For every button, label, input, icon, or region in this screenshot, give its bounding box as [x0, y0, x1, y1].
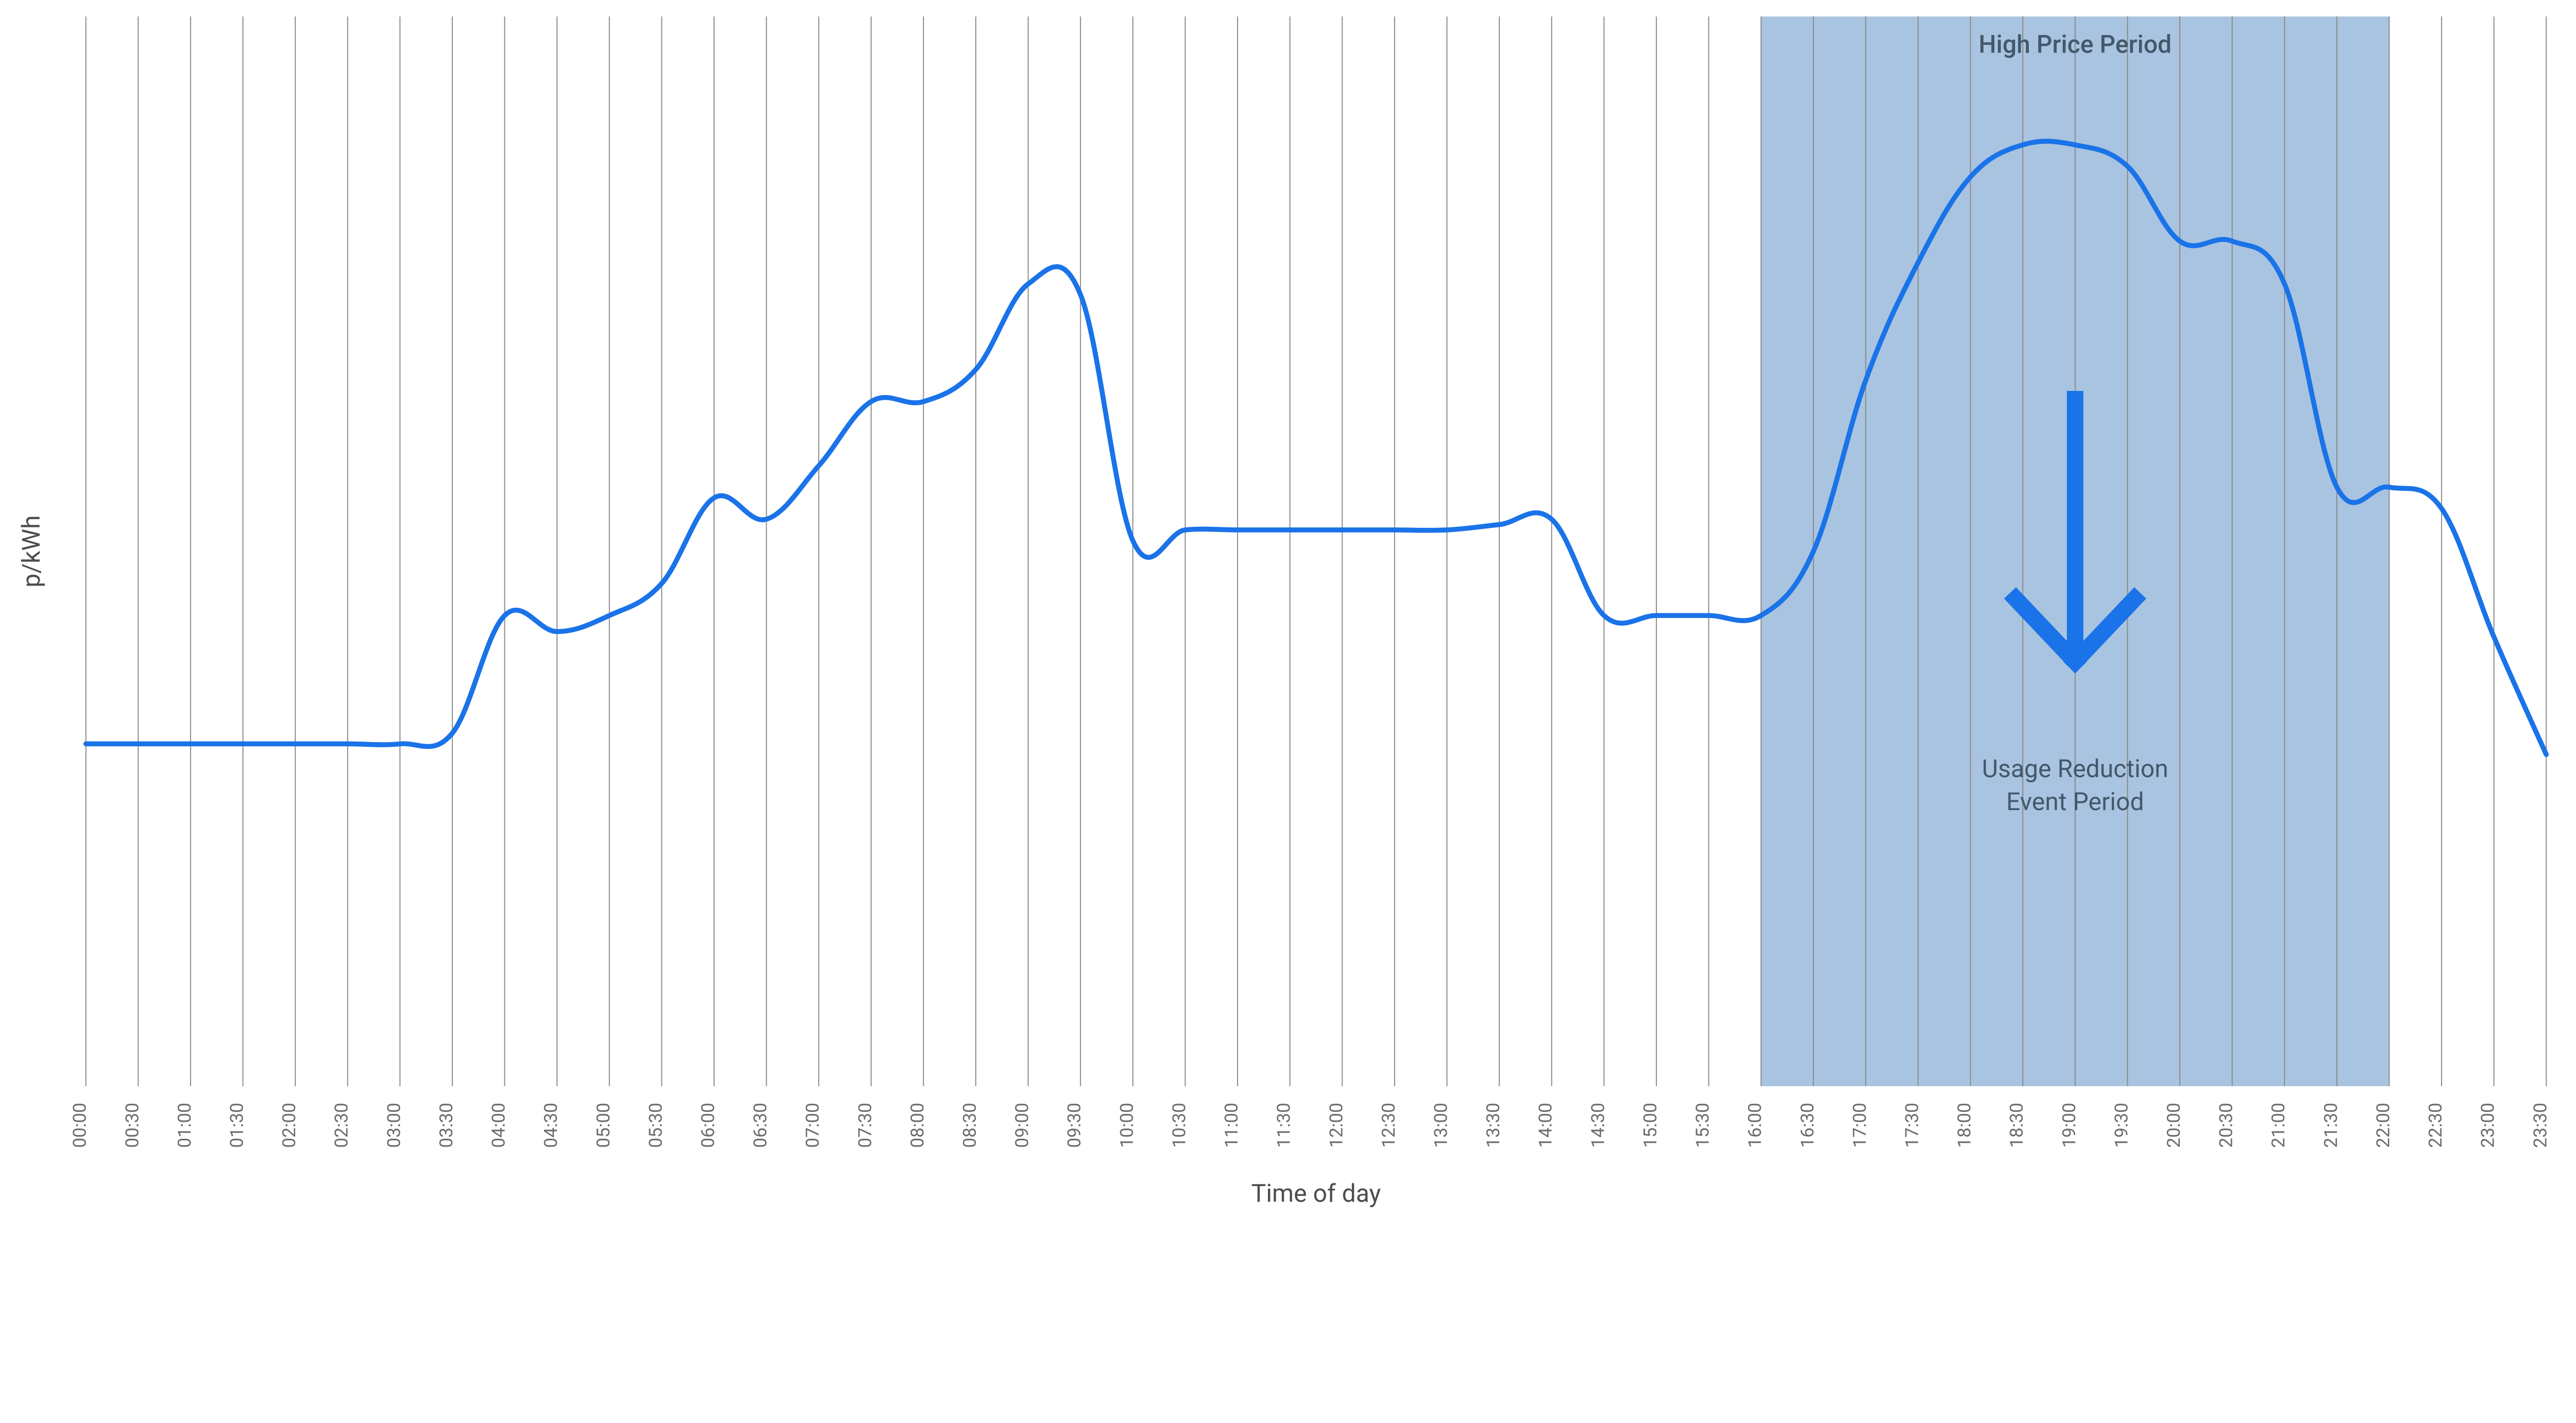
- x-tick-label: 03:00: [383, 1103, 404, 1148]
- x-tick-label: 12:30: [1378, 1103, 1399, 1148]
- x-tick-label: 02:00: [278, 1103, 300, 1148]
- x-tick-label: 15:30: [1692, 1103, 1714, 1148]
- x-tick-label: 19:30: [2110, 1103, 2132, 1148]
- x-tick-label: 22:00: [2372, 1103, 2394, 1148]
- x-tick-label: 18:30: [2006, 1103, 2027, 1148]
- x-tick-label: 17:00: [1849, 1103, 1870, 1148]
- x-tick-label: 21:00: [2267, 1103, 2289, 1148]
- x-tick-label: 19:00: [2058, 1103, 2080, 1148]
- highlight-title: High Price Period: [1978, 30, 2172, 59]
- x-tick-label: 23:30: [2529, 1103, 2551, 1148]
- x-tick-label: 01:30: [226, 1103, 248, 1148]
- x-tick-label: 20:00: [2163, 1103, 2184, 1148]
- x-tick-label: 22:30: [2425, 1103, 2446, 1148]
- x-tick-label: 12:00: [1325, 1103, 1347, 1148]
- x-tick-label: 14:30: [1587, 1103, 1608, 1148]
- x-tick-label: 10:30: [1168, 1103, 1190, 1148]
- x-tick-label: 05:00: [592, 1103, 614, 1148]
- x-tick-label: 09:30: [1063, 1103, 1085, 1148]
- x-tick-label: 00:00: [69, 1103, 91, 1148]
- x-axis-label: Time of day: [1251, 1178, 1381, 1208]
- x-tick-label: 13:00: [1430, 1103, 1452, 1148]
- x-tick-label: 11:00: [1221, 1103, 1242, 1148]
- x-tick-label: 04:00: [488, 1103, 510, 1148]
- x-tick-label: 14:00: [1535, 1103, 1556, 1148]
- x-tick-label: 08:30: [959, 1103, 980, 1148]
- x-tick-label: 23:00: [2477, 1103, 2499, 1148]
- x-tick-label: 06:30: [750, 1103, 771, 1148]
- price-chart-svg: 00:00 00:30 01:00 01:30 02:00 02:30 03:00 03:30…: [0, 0, 2576, 1248]
- x-tick-label: 16:00: [1744, 1103, 1766, 1148]
- x-tick-label: 21:30: [2320, 1103, 2342, 1148]
- x-tick-label: 11:30: [1273, 1103, 1295, 1148]
- x-tick-label: 18:00: [1954, 1103, 1975, 1148]
- x-tick-label: 05:30: [645, 1103, 666, 1148]
- x-tick-label: 10:00: [1116, 1103, 1138, 1148]
- x-tick-label: 09:00: [1011, 1103, 1033, 1148]
- x-tick-label: 07:30: [854, 1103, 876, 1148]
- x-tick-label: 17:30: [1901, 1103, 1923, 1148]
- x-tick-label: 20:30: [2215, 1103, 2237, 1148]
- x-tick-label: 01:00: [174, 1103, 195, 1148]
- x-tick-label: 15:00: [1639, 1103, 1661, 1148]
- highlight-sub1: Usage Reduction: [1982, 754, 2168, 783]
- x-tick-label: 16:30: [1797, 1103, 1818, 1148]
- highlight-sub2: Event Period: [2006, 787, 2144, 816]
- x-tick-label: 02:30: [331, 1103, 352, 1148]
- y-axis-label: p/kWh: [16, 515, 46, 587]
- x-tick-label: 03:30: [435, 1103, 457, 1148]
- x-tick-label: 13:30: [1482, 1103, 1504, 1148]
- x-tick-label: 07:00: [802, 1103, 823, 1148]
- x-tick-label: 04:30: [540, 1103, 562, 1148]
- price-chart: 00:00 00:30 01:00 01:30 02:00 02:30 03:00 03:30…: [0, 0, 2576, 1248]
- x-tick-label: 00:30: [121, 1103, 143, 1148]
- x-tick-label: 08:00: [906, 1103, 928, 1148]
- x-tick-label: 06:00: [697, 1103, 719, 1148]
